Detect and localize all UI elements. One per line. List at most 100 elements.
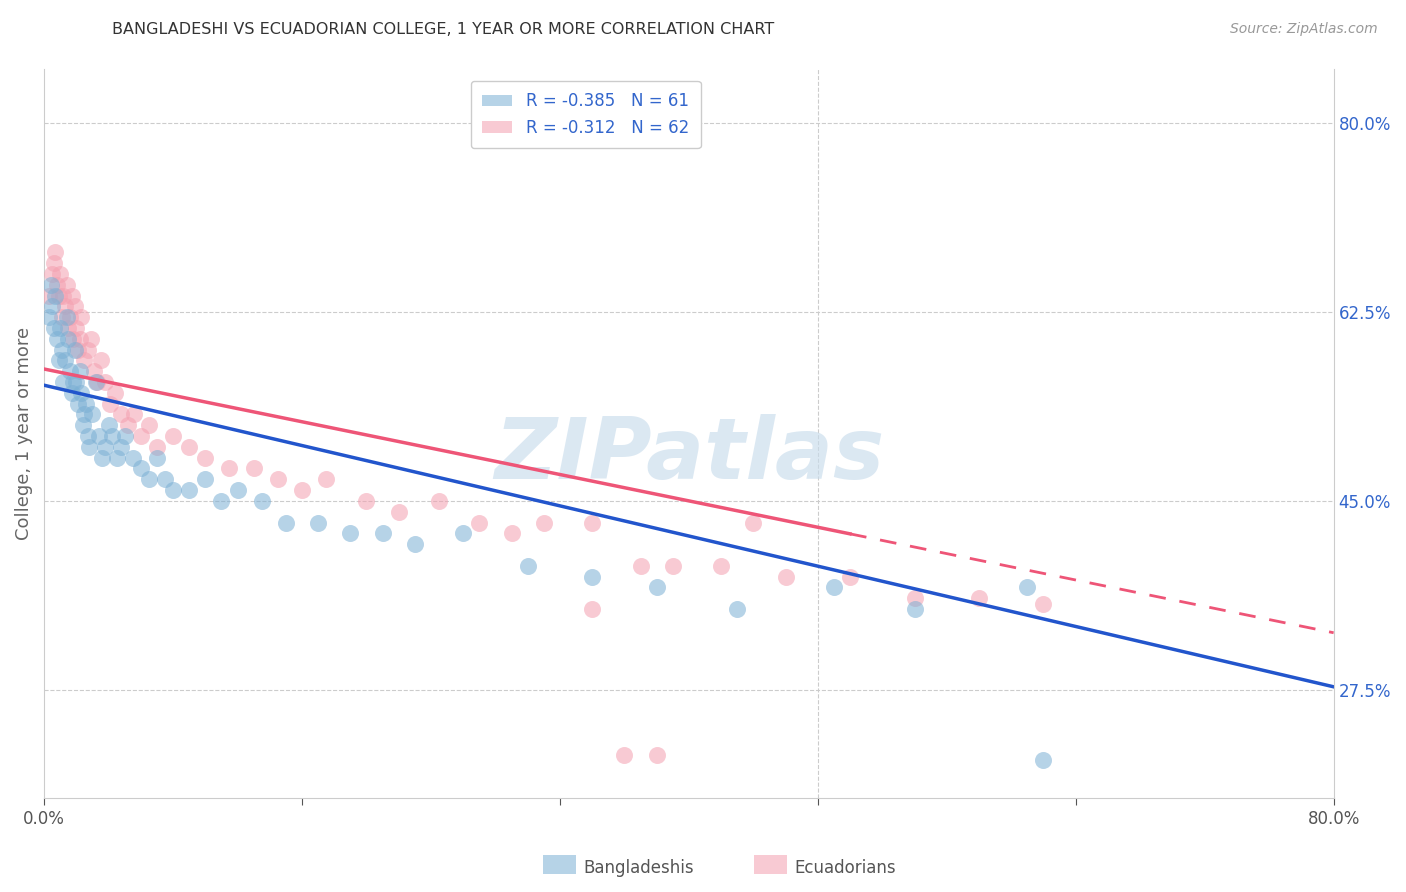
Text: ZIPatlas: ZIPatlas — [494, 414, 884, 497]
Point — [86, 375, 108, 389]
Point — [146, 440, 169, 454]
Point — [274, 516, 297, 530]
Text: BANGLADESHI VS ECUADORIAN COLLEGE, 1 YEAR OR MORE CORRELATION CHART: BANGLADESHI VS ECUADORIAN COLLEGE, 1 YEA… — [112, 22, 775, 37]
Point — [129, 429, 152, 443]
Point — [179, 440, 201, 454]
Point — [267, 472, 290, 486]
Point — [533, 516, 555, 530]
Point — [194, 450, 217, 465]
Point — [661, 558, 683, 573]
Point — [60, 385, 83, 400]
Point — [613, 747, 636, 762]
Point — [1032, 753, 1054, 767]
Point — [73, 408, 96, 422]
Point — [124, 408, 146, 422]
Point — [66, 343, 89, 357]
Point — [63, 299, 86, 313]
Point — [967, 591, 990, 606]
Point — [48, 288, 70, 302]
Point — [209, 494, 232, 508]
Point — [46, 332, 69, 346]
Point — [63, 343, 86, 357]
Point — [65, 375, 87, 389]
Point — [725, 602, 748, 616]
Point — [162, 483, 184, 497]
Point — [76, 343, 98, 357]
Point — [226, 483, 249, 497]
Point — [581, 516, 603, 530]
Point — [162, 429, 184, 443]
Point — [38, 310, 60, 325]
Point — [427, 494, 450, 508]
Point — [51, 343, 73, 357]
Point — [48, 353, 70, 368]
Point — [59, 364, 82, 378]
Point — [52, 288, 75, 302]
Point — [62, 375, 84, 389]
Point — [110, 440, 132, 454]
Point — [55, 277, 77, 292]
Point — [451, 526, 474, 541]
Point — [82, 408, 104, 422]
Point — [46, 277, 69, 292]
Point — [49, 267, 72, 281]
Text: Ecuadorians: Ecuadorians — [794, 859, 896, 877]
Point — [58, 321, 80, 335]
Point — [117, 418, 139, 433]
Point — [91, 450, 114, 465]
Point — [388, 505, 411, 519]
Point — [339, 526, 361, 541]
Point — [903, 591, 925, 606]
Point — [903, 602, 925, 616]
Point — [39, 277, 62, 292]
Point — [94, 375, 117, 389]
Y-axis label: College, 1 year or more: College, 1 year or more — [15, 326, 32, 540]
Point — [87, 429, 110, 443]
Point — [179, 483, 201, 497]
Point — [823, 580, 845, 594]
Point — [153, 472, 176, 486]
Point — [84, 375, 107, 389]
Point — [218, 461, 240, 475]
Point — [41, 299, 63, 313]
Point — [146, 450, 169, 465]
Point — [76, 429, 98, 443]
Point — [129, 461, 152, 475]
Point — [581, 569, 603, 583]
Point — [75, 396, 97, 410]
Point — [581, 602, 603, 616]
Point — [72, 418, 94, 433]
Point — [404, 537, 426, 551]
Point — [73, 353, 96, 368]
Point — [58, 332, 80, 346]
Point — [94, 440, 117, 454]
Point — [356, 494, 378, 508]
Point — [44, 245, 66, 260]
Point — [38, 288, 60, 302]
Point — [69, 364, 91, 378]
Point — [121, 450, 143, 465]
Point — [80, 332, 103, 346]
Text: Source: ZipAtlas.com: Source: ZipAtlas.com — [1230, 22, 1378, 37]
Point — [307, 516, 329, 530]
Point — [630, 558, 652, 573]
Point — [1017, 580, 1039, 594]
Point — [371, 526, 394, 541]
Point — [51, 310, 73, 325]
Point — [98, 396, 121, 410]
Point — [242, 461, 264, 475]
Point — [710, 558, 733, 573]
Point — [775, 569, 797, 583]
Point — [42, 321, 65, 335]
Point — [105, 450, 128, 465]
Point — [60, 288, 83, 302]
Point — [101, 429, 124, 443]
Point — [315, 472, 337, 486]
Point — [501, 526, 523, 541]
Point — [250, 494, 273, 508]
Point — [645, 580, 668, 594]
Point — [194, 472, 217, 486]
Point — [55, 310, 77, 325]
Point — [645, 747, 668, 762]
Point — [65, 321, 87, 335]
